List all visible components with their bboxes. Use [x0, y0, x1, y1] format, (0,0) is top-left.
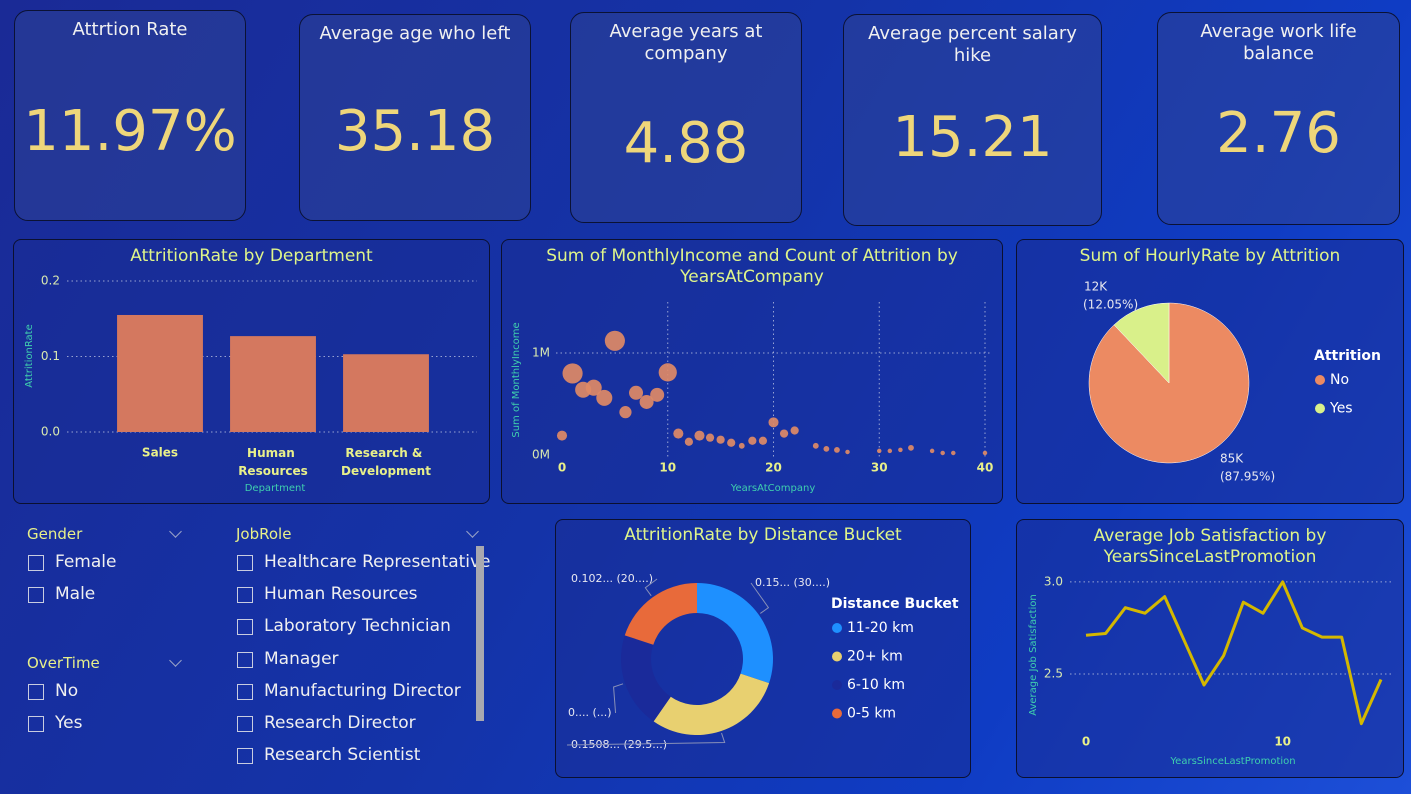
slicer-item[interactable]: Manager [264, 648, 339, 669]
kpi-title: Average work life balance [1200, 21, 1357, 64]
checkbox[interactable] [237, 555, 253, 571]
chart-panel: Average Job Satisfaction by YearsSinceLa… [1016, 519, 1404, 778]
kpi-value: 4.88 [623, 111, 749, 176]
dropdown-chevron[interactable] [466, 525, 479, 538]
chart-title: AttritionRate by Department [130, 246, 373, 266]
kpi-card: Average years at company 4.88 [570, 12, 802, 223]
slicer-title: JobRole [236, 525, 292, 543]
checkbox[interactable] [28, 716, 44, 733]
kpi-card: Average work life balance 2.76 [1157, 12, 1400, 225]
scrollbar[interactable] [476, 546, 484, 721]
kpi-title: Attrtion Rate [72, 19, 188, 40]
slicer-item[interactable]: Healthcare Representative [264, 552, 491, 572]
checkbox[interactable] [237, 716, 253, 732]
checkbox[interactable] [237, 587, 253, 604]
chart-panel: Sum of HourlyRate by Attrition [1016, 239, 1404, 504]
checkbox[interactable] [237, 748, 253, 765]
kpi-title: Average age who left [319, 23, 511, 44]
chart-title: Sum of MonthlyIncome and Count of Attrit… [546, 246, 958, 287]
kpi-title: Average percent salary hike [868, 23, 1077, 66]
dropdown-chevron[interactable] [169, 525, 182, 538]
chart-panel: AttritionRate by Distance Bucket [555, 519, 971, 778]
kpi-value: 15.21 [892, 105, 1053, 170]
dropdown-chevron[interactable] [169, 654, 182, 667]
slicer-item[interactable]: Manufacturing Director [264, 680, 461, 701]
checkbox[interactable] [28, 684, 44, 700]
slicer-item[interactable]: Laboratory Technician [264, 616, 451, 637]
slicer-title: Gender [27, 525, 83, 543]
checkbox[interactable] [237, 619, 253, 636]
checkbox[interactable] [237, 651, 253, 668]
slicer-item[interactable]: Research Director [264, 713, 416, 733]
chart-title: Sum of HourlyRate by Attrition [1079, 246, 1341, 266]
chart-panel: AttritionRate by Department [13, 239, 490, 504]
slicer-item[interactable]: Research Scientist [264, 745, 421, 766]
kpi-card: Attrtion Rate 11.97% [14, 10, 246, 221]
kpi-value: 11.97% [23, 99, 237, 164]
slicer-item[interactable]: Yes [55, 713, 83, 734]
slicer-item[interactable]: No [55, 681, 79, 701]
kpi-card: Average percent salary hike 15.21 [843, 14, 1102, 226]
slicer-title: OverTime [27, 654, 100, 672]
slicer-item[interactable]: Human Resources [264, 584, 418, 605]
checkbox[interactable] [28, 555, 44, 571]
kpi-value: 35.18 [334, 99, 496, 164]
slicer-item[interactable]: Male [55, 584, 96, 605]
kpi-card: Average age who left 35.18 [299, 14, 531, 221]
chart-title: AttritionRate by Distance Bucket [624, 525, 902, 545]
slicer-item[interactable]: Female [55, 552, 117, 572]
checkbox[interactable] [237, 683, 253, 700]
kpi-title: Average years at company [609, 21, 763, 64]
checkbox[interactable] [28, 587, 44, 604]
kpi-value: 2.76 [1216, 101, 1341, 166]
chart-title: Average Job Satisfaction by YearsSinceLa… [1093, 526, 1327, 567]
chart-panel: Sum of MonthlyIncome and Count of Attrit… [501, 239, 1003, 504]
